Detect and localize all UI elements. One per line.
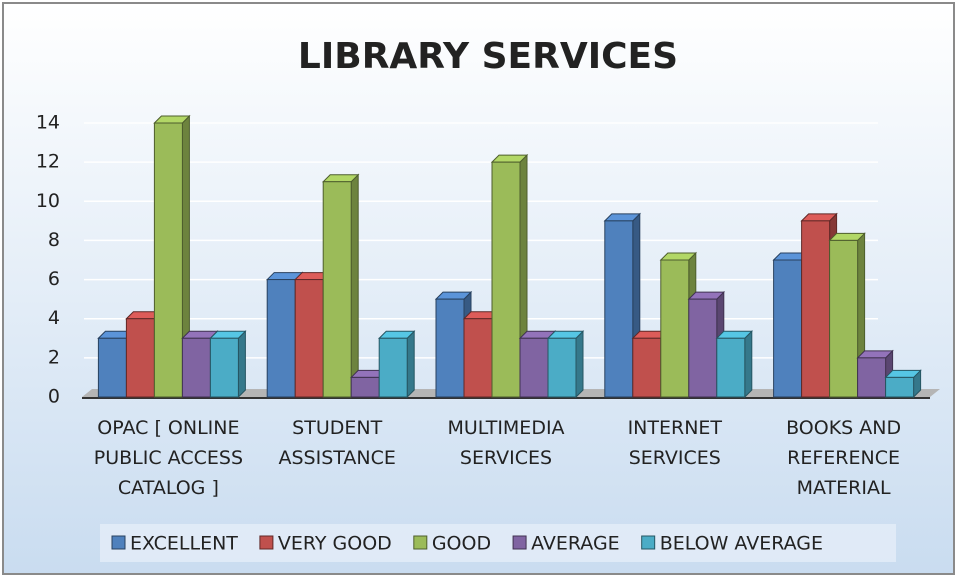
bar	[435, 298, 465, 398]
y-tick-label: 10	[36, 190, 60, 212]
x-tick-label-line: PUBLIC ACCESS	[94, 447, 243, 469]
legend-label: EXCELLENT	[130, 533, 238, 555]
legend-label: AVERAGE	[531, 533, 620, 555]
y-tick-label: 12	[36, 151, 60, 173]
legend-label: BELOW AVERAGE	[660, 533, 823, 555]
y-tick-label: 8	[48, 229, 60, 251]
bar	[688, 298, 718, 398]
legend-label: GOOD	[432, 533, 491, 555]
bar	[716, 337, 746, 398]
bar-top	[377, 330, 416, 339]
bar-side	[744, 330, 753, 399]
y-tick-label: 0	[48, 386, 60, 408]
bar	[153, 122, 183, 398]
bar	[266, 279, 296, 398]
x-tick-label: STUDENT ASSISTANCE	[278, 417, 395, 469]
bar-top	[209, 330, 247, 339]
bar-top	[546, 330, 585, 339]
bar	[322, 181, 352, 398]
bar	[463, 318, 493, 398]
bar-top	[321, 174, 360, 183]
bar	[547, 337, 577, 398]
x-tick-label: MULTIMEDIA SERVICES	[447, 417, 564, 469]
x-tick-label-line: SERVICES	[460, 447, 552, 469]
bar-side	[406, 330, 415, 399]
bar	[294, 279, 324, 398]
bar-side	[575, 330, 584, 399]
bar-top	[828, 232, 866, 241]
x-tick-label-line: SERVICES	[629, 447, 721, 469]
bar-top	[659, 252, 698, 261]
y-tick-label: 2	[48, 346, 60, 368]
chart-title: LIBRARY SERVICES	[298, 36, 678, 77]
bar-top	[603, 213, 642, 222]
legend-box	[100, 524, 896, 562]
x-tick-label-line: MATERIAL	[797, 477, 891, 499]
bar	[829, 239, 859, 398]
legend-swatch	[413, 535, 428, 550]
legend-swatch	[259, 535, 274, 550]
x-tick-label-line: BOOKS AND	[786, 417, 901, 439]
x-tick-label-line: REFERENCE	[787, 447, 900, 469]
bar	[773, 259, 803, 398]
bar-side	[237, 330, 246, 399]
bar	[632, 337, 662, 398]
bar	[209, 337, 239, 398]
bar-top	[715, 330, 754, 339]
bar-side	[350, 173, 359, 399]
legend-swatch	[641, 535, 656, 550]
x-tick-label-line: CATALOG ]	[118, 477, 219, 499]
bar	[604, 220, 634, 398]
x-tick-label-line: OPAC [ ONLINE	[97, 417, 239, 439]
bar-top	[434, 291, 473, 300]
bar	[181, 337, 211, 398]
bar-top	[153, 115, 191, 124]
legend-swatch	[111, 535, 126, 550]
bar	[660, 259, 690, 398]
bar-top	[490, 154, 529, 163]
legend-label: VERY GOOD	[278, 533, 392, 555]
bar-top	[884, 369, 922, 378]
x-tick-label-line: STUDENT	[292, 417, 382, 439]
bar	[801, 220, 831, 398]
bar	[378, 337, 408, 398]
bar	[97, 337, 127, 398]
bar-top	[856, 350, 894, 359]
x-tick-label-line: MULTIMEDIA	[447, 417, 564, 439]
y-tick-label: 4	[48, 307, 60, 329]
legend-swatch	[512, 535, 527, 550]
x-tick-label: BOOKS AND REFERENCE MATERIAL	[786, 417, 901, 499]
y-tick-label: 14	[36, 112, 60, 134]
bar-top	[687, 291, 726, 300]
x-tick-label-line: ASSISTANCE	[278, 447, 395, 469]
x-tick-label: OPAC [ ONLINE PUBLIC ACCESS CATALOG ]	[94, 417, 243, 499]
bar	[491, 161, 521, 398]
y-tick-label: 6	[48, 268, 60, 290]
x-tick-label: INTERNET SERVICES	[628, 417, 723, 469]
bar	[857, 357, 887, 398]
bar	[350, 376, 380, 398]
bar	[885, 376, 915, 398]
bar	[125, 318, 155, 398]
x-tick-label-line: INTERNET	[628, 417, 723, 439]
bar-top	[800, 213, 838, 222]
bar	[519, 337, 549, 398]
